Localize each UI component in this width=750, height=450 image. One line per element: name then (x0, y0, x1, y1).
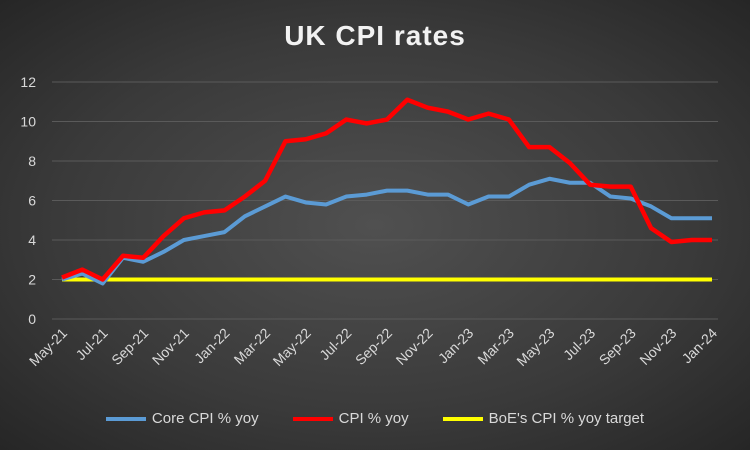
x-tick-label: May-22 (270, 325, 314, 369)
x-tick-label: Jan-22 (191, 325, 233, 367)
y-tick-label: 4 (28, 232, 36, 248)
legend-label: Core CPI % yoy (151, 410, 259, 427)
y-tick-label: 12 (20, 74, 36, 90)
x-tick-label: Sep-22 (352, 325, 395, 368)
x-tick-label: May-23 (513, 325, 557, 369)
x-tick-label: Nov-21 (149, 325, 192, 368)
legend-item-core: Core CPI % yoy (105, 410, 259, 427)
y-tick-label: 2 (28, 272, 36, 288)
x-tick-label: Jul-22 (316, 325, 354, 363)
y-tick-label: 6 (28, 193, 36, 209)
x-tick-label: Nov-22 (393, 325, 436, 368)
legend-label: BoE's CPI % yoy target (488, 410, 645, 427)
y-tick-label: 8 (28, 153, 36, 169)
y-tick-label: 10 (20, 114, 36, 130)
legend-item-cpi: CPI % yoy (292, 410, 409, 427)
legend-item-target: BoE's CPI % yoy target (442, 410, 645, 427)
legend-swatch (105, 416, 146, 421)
x-tick-label: Jul-21 (72, 325, 110, 363)
x-tick-label: May-21 (26, 325, 70, 369)
legend-swatch (292, 416, 333, 421)
x-tick-label: Nov-23 (636, 325, 679, 368)
x-tick-label: Jan-23 (435, 325, 477, 367)
legend: Core CPI % yoy CPI % yoy BoE's CPI % yoy… (0, 410, 750, 427)
x-tick-label: Sep-23 (596, 325, 639, 368)
x-tick-label: Mar-23 (474, 325, 517, 368)
legend-label: CPI % yoy (338, 410, 409, 427)
x-tick-label: Sep-21 (108, 325, 151, 368)
x-tick-label: Jan-24 (679, 325, 721, 367)
series-line-0 (61, 176, 712, 286)
legend-swatch (442, 416, 483, 421)
chart-title: UK CPI rates (284, 20, 466, 51)
y-tick-label: 0 (28, 311, 36, 327)
x-tick-label: Jul-23 (560, 325, 598, 363)
x-tick-label: Mar-22 (231, 325, 274, 368)
